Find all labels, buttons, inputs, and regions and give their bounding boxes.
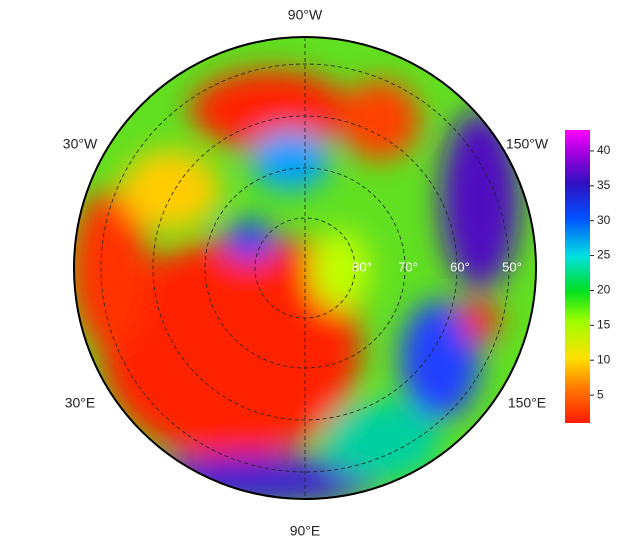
blob [310, 230, 370, 310]
lon-label: 90°W [288, 7, 323, 23]
colorbar-tick-label: 25 [597, 248, 611, 262]
colorbar-tick-label: 15 [597, 318, 611, 332]
lon-label: 150°E [508, 395, 546, 411]
lat-label: 50° [502, 259, 522, 274]
lon-label: 150°W [506, 136, 549, 152]
parallel [152, 115, 458, 421]
blob [74, 190, 150, 350]
colorbar [565, 130, 590, 423]
lat-label: 60° [450, 259, 470, 274]
blob [340, 80, 420, 160]
parallel [254, 217, 356, 319]
blob [190, 70, 350, 150]
map-border [73, 36, 537, 500]
lon-label: 30°W [63, 136, 98, 152]
colorbar-tick-label: 20 [597, 283, 611, 297]
lat-label: 80° [352, 259, 372, 274]
blob [250, 130, 330, 190]
field [74, 37, 536, 499]
colorbar-tick-label: 5 [597, 387, 604, 401]
graticule [100, 37, 510, 499]
lat-label: 70° [398, 259, 418, 274]
colorbar-tick-label: 10 [597, 352, 611, 366]
blob [120, 150, 220, 230]
blob [440, 110, 520, 290]
blob [460, 300, 500, 340]
blob [320, 400, 440, 480]
colorbar-tick-label: 30 [597, 213, 611, 227]
colorbar-tick-label: 40 [597, 143, 611, 157]
lon-label: 30°E [65, 395, 96, 411]
blob [400, 300, 480, 420]
parallel [100, 63, 510, 473]
lon-label: 90°E [290, 523, 321, 539]
parallel [204, 167, 406, 369]
blob [225, 220, 275, 260]
field-blobs [74, 70, 520, 499]
colorbar-tick-label: 35 [597, 178, 611, 192]
